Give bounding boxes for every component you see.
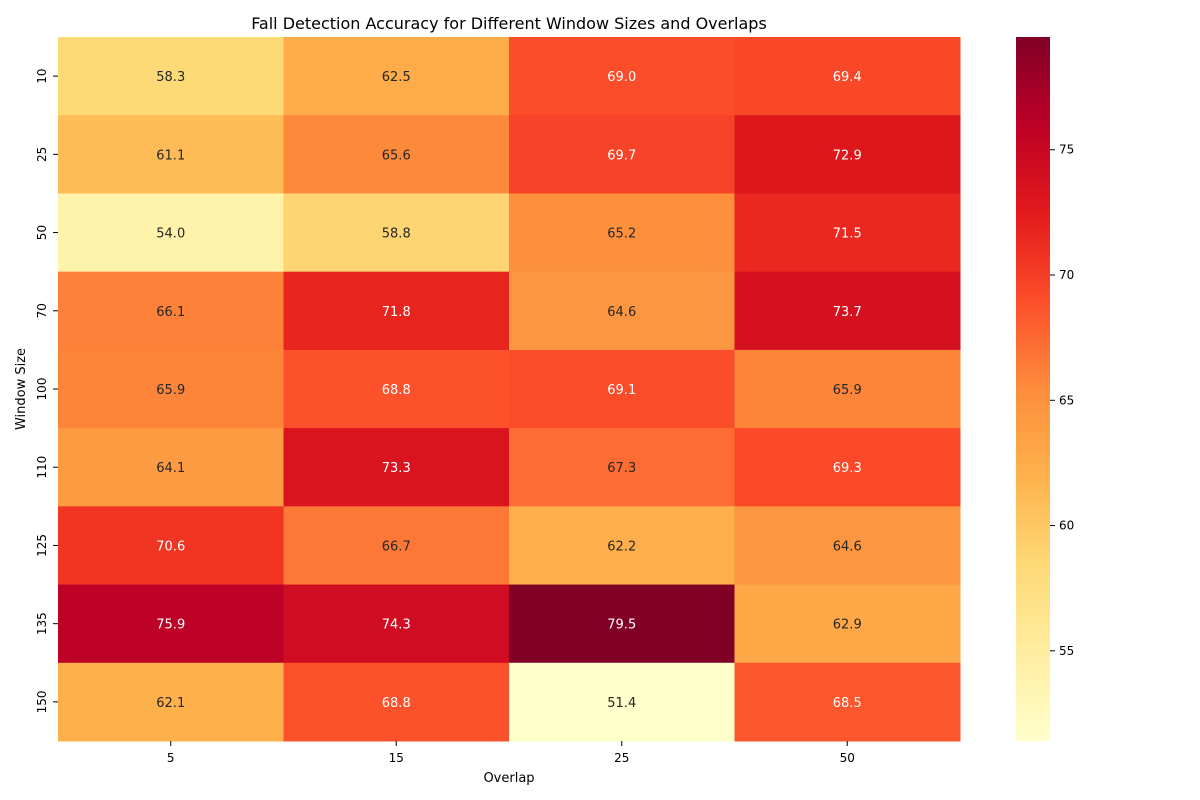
heatmap-cell	[58, 428, 284, 507]
colorbar-tick-label: 60	[1059, 519, 1074, 533]
colorbar-tick-label: 65	[1059, 393, 1074, 407]
colorbar-tick-label: 75	[1059, 143, 1074, 157]
cell-value-label: 69.4	[833, 70, 862, 85]
heatmap-cell	[734, 506, 961, 586]
heatmap-cell	[734, 428, 961, 507]
colorbar-tick-label: 70	[1059, 268, 1074, 282]
heatmap-cell	[283, 662, 510, 742]
heatmap-cell	[734, 584, 961, 664]
heatmap-cell	[283, 506, 510, 586]
heatmap-cell	[734, 271, 961, 351]
heatmap-cell	[58, 115, 284, 194]
colorbar-ticks: 55 60 65 70 75	[1050, 143, 1074, 658]
y-tick-label: 50	[35, 225, 49, 240]
heatmap-cell	[58, 193, 284, 273]
cell-value-label: 62.9	[833, 618, 862, 633]
heatmap-cell	[283, 584, 510, 664]
heatmap-cell	[283, 428, 510, 507]
cell-value-label: 66.7	[382, 539, 411, 554]
y-tick-label: 70	[35, 303, 49, 318]
x-tick-label: 5	[167, 751, 175, 765]
y-tick-label: 25	[35, 147, 49, 162]
heatmap-cell	[734, 662, 961, 742]
colorbar	[1016, 37, 1050, 741]
cell-value-label: 58.3	[156, 70, 185, 85]
heatmap-cell	[509, 193, 735, 273]
heatmap-cell	[509, 349, 735, 429]
cell-value-label: 58.8	[382, 227, 411, 242]
heatmap-cell	[734, 37, 961, 116]
cell-value-label: 73.7	[833, 305, 862, 320]
heatmap-cells: 58.3 62.5 69.0 69.4 61.1 65.6 69.7 72.9 54.0 58.8…	[58, 37, 961, 742]
cell-value-label: 68.8	[382, 383, 411, 398]
y-tick-label: 150	[35, 690, 49, 713]
cell-value-label: 51.4	[607, 696, 636, 711]
heatmap-cell	[283, 271, 510, 351]
y-tick-label: 135	[35, 612, 49, 635]
cell-value-label: 68.8	[382, 696, 411, 711]
heatmap-cell	[283, 349, 510, 429]
cell-value-label: 79.5	[607, 618, 636, 633]
cell-value-label: 72.9	[833, 148, 862, 163]
cell-value-label: 71.5	[833, 227, 862, 242]
colorbar-tick-label: 55	[1059, 644, 1074, 658]
x-axis-ticks: 5 15 25 50	[167, 741, 855, 765]
heatmap-cell	[509, 662, 735, 742]
cell-value-label: 69.1	[607, 383, 636, 398]
cell-value-label: 65.9	[833, 383, 862, 398]
chart-title: Fall Detection Accuracy for Different Wi…	[251, 14, 767, 33]
cell-value-label: 69.7	[607, 148, 636, 163]
cell-value-label: 62.5	[382, 70, 411, 85]
cell-value-label: 73.3	[382, 461, 411, 476]
heatmap-cell	[58, 349, 284, 429]
x-tick-label: 15	[389, 751, 404, 765]
heatmap-cell	[283, 37, 510, 116]
y-axis-ticks: 10 25 50 70 100 110 125 135 150	[35, 68, 58, 713]
cell-value-label: 69.0	[607, 70, 636, 85]
cell-value-label: 64.1	[156, 461, 185, 476]
cell-value-label: 66.1	[156, 305, 185, 320]
cell-value-label: 62.2	[607, 539, 636, 554]
y-tick-label: 110	[35, 456, 49, 479]
heatmap-cell	[58, 662, 284, 742]
x-axis-label: Overlap	[483, 771, 534, 786]
cell-value-label: 74.3	[382, 618, 411, 633]
y-axis-label: Window Size	[14, 348, 29, 430]
heatmap-cell	[509, 428, 735, 507]
cell-value-label: 67.3	[607, 461, 636, 476]
heatmap-cell	[734, 193, 961, 273]
cell-value-label: 65.6	[382, 148, 411, 163]
heatmap-cell	[58, 271, 284, 351]
cell-value-label: 69.3	[833, 461, 862, 476]
heatmap-cell	[58, 37, 284, 116]
cell-value-label: 71.8	[382, 305, 411, 320]
heatmap-cell	[509, 115, 735, 194]
cell-value-label: 54.0	[156, 227, 185, 242]
heatmap-cell	[58, 506, 284, 586]
y-tick-label: 10	[35, 68, 49, 83]
cell-value-label: 62.1	[156, 696, 185, 711]
heatmap-cell	[509, 584, 735, 664]
heatmap-cell	[734, 349, 961, 429]
heatmap-cell	[509, 506, 735, 586]
cell-value-label: 65.2	[607, 227, 636, 242]
cell-value-label: 75.9	[156, 618, 185, 633]
heatmap-cell	[58, 584, 284, 664]
cell-value-label: 65.9	[156, 383, 185, 398]
cell-value-label: 70.6	[156, 539, 185, 554]
cell-value-label: 64.6	[607, 305, 636, 320]
cell-value-label: 61.1	[156, 148, 185, 163]
x-tick-label: 50	[840, 751, 855, 765]
heatmap-cell	[509, 271, 735, 351]
heatmap-cell	[509, 37, 735, 116]
heatmap-cell	[734, 115, 961, 194]
y-tick-label: 100	[35, 378, 49, 401]
heatmap-cell	[283, 193, 510, 273]
y-tick-label: 125	[35, 534, 49, 557]
heatmap-cell	[283, 115, 510, 194]
cell-value-label: 64.6	[833, 539, 862, 554]
cell-value-label: 68.5	[833, 696, 862, 711]
x-tick-label: 25	[614, 751, 629, 765]
